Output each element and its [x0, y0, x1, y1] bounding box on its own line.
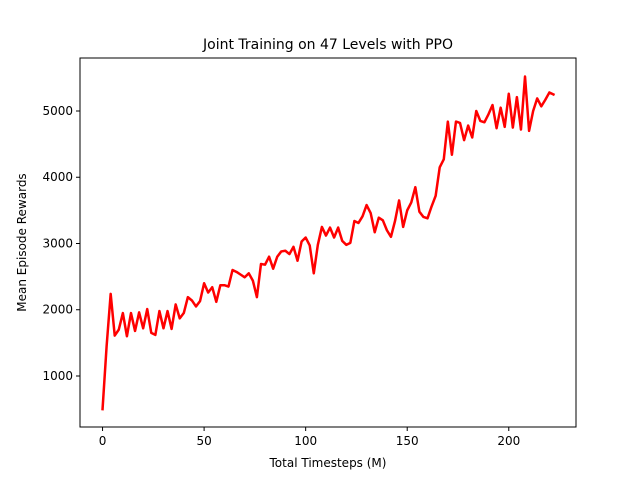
y-tick-label: 3000: [42, 236, 73, 250]
plot-area-frame: [79, 57, 577, 428]
y-tick-label: 2000: [42, 303, 73, 317]
x-tick-label: 200: [497, 434, 520, 448]
y-tick-label: 5000: [42, 104, 73, 118]
x-tick-label: 150: [396, 434, 419, 448]
x-tick-label: 50: [196, 434, 211, 448]
y-axis-label: Mean Episode Rewards: [15, 173, 29, 311]
axis-ticks: 0 50 100 150 200 1000 2000 3000 4000 5000: [42, 104, 520, 448]
x-axis-label: Total Timesteps (M): [269, 456, 387, 470]
x-tick-label: 100: [294, 434, 317, 448]
y-tick-label: 4000: [42, 170, 73, 184]
reward-series-line: [101, 75, 556, 411]
y-tick-label: 1000: [42, 369, 73, 383]
plot-lines: [101, 75, 556, 411]
chart-title: Joint Training on 47 Levels with PPO: [202, 37, 453, 53]
x-tick-label: 0: [99, 434, 107, 448]
